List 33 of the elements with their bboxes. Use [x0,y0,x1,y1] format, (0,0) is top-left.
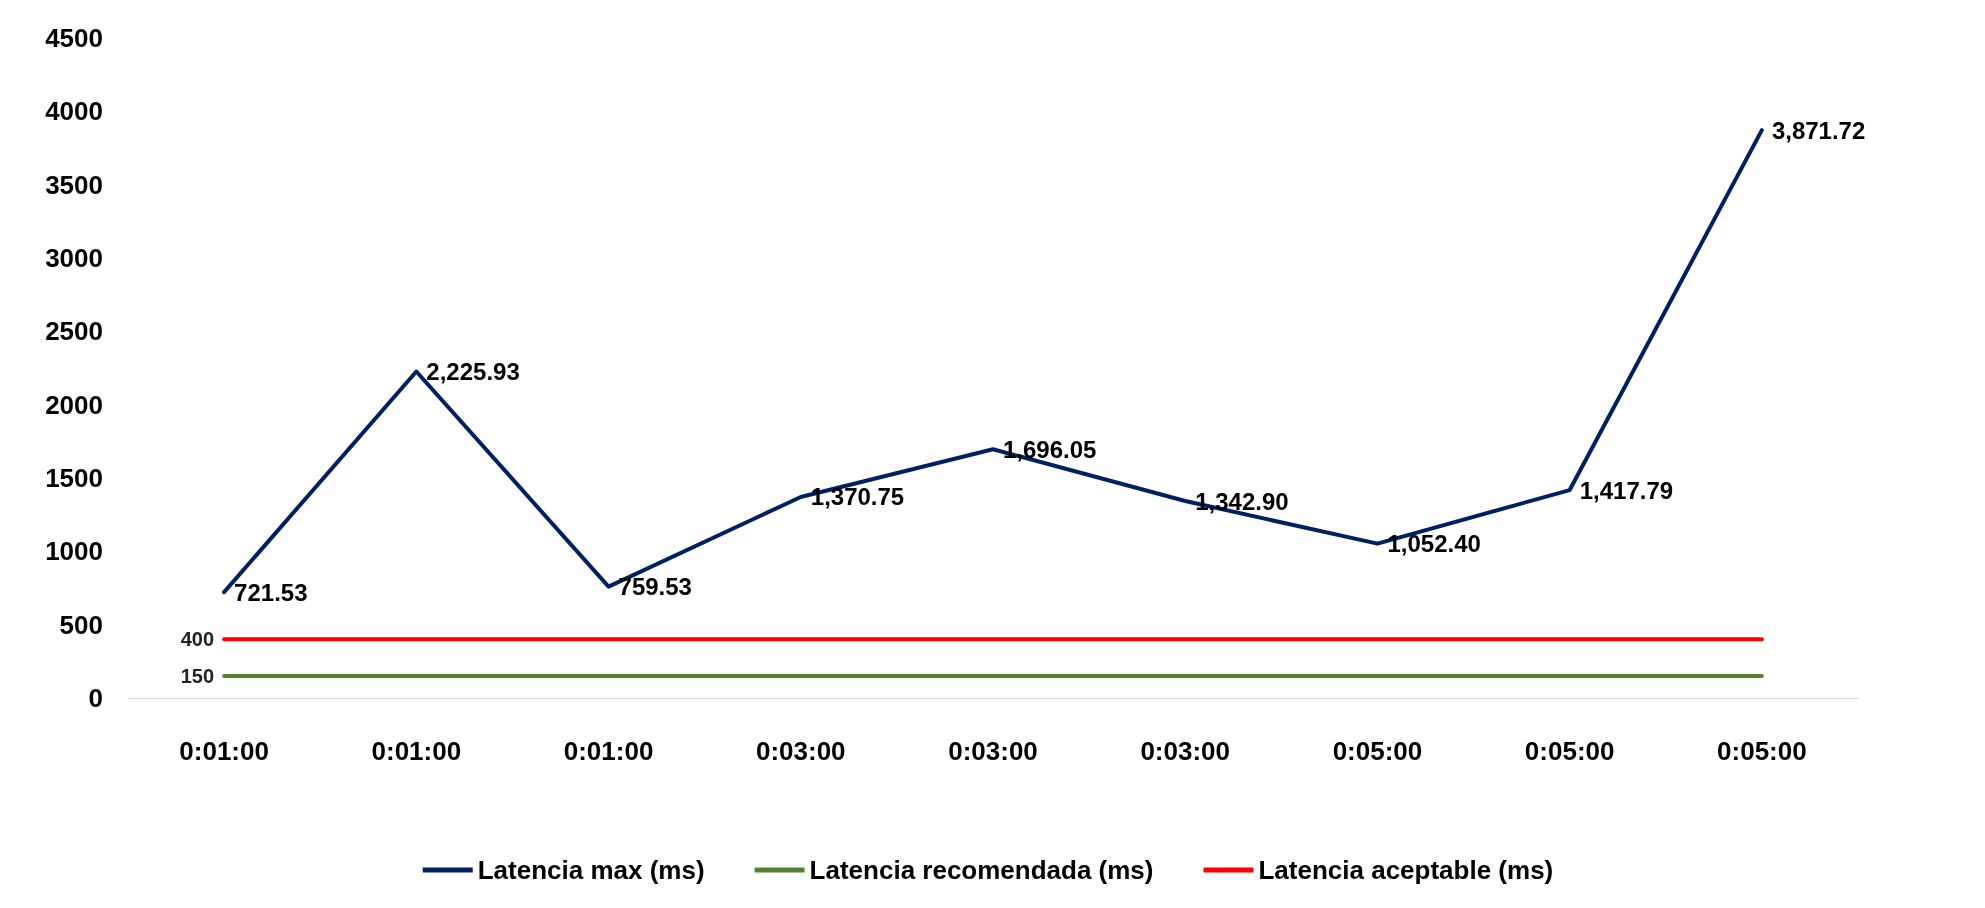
data-label: 1,342.90 [1195,487,1289,515]
y-tick-label: 2000 [45,389,103,420]
x-tick-label: 0:01:00 [371,736,462,766]
y-tick-label: 1000 [45,536,103,567]
x-tick-label: 0:03:00 [948,736,1038,766]
data-label: 1,417.79 [1579,476,1674,504]
data-label: 721.53 [234,578,308,606]
x-tick-label: 0:03:00 [755,736,846,766]
y-tick-label: 0 [88,683,103,713]
data-label: 1,052.40 [1387,530,1481,558]
legend-label: Latencia max (ms) [477,855,705,885]
legend-label: Latencia aceptable (ms) [1258,855,1554,885]
y-tick-label: 4500 [45,23,103,53]
data-label: 150 [180,665,215,687]
legend-label: Latencia recomendada (ms) [809,855,1154,885]
x-tick-label: 0:01:00 [179,736,269,766]
y-tick-label: 500 [59,609,103,640]
x-tick-label: 0:05:00 [1332,736,1423,766]
x-tick-label: 0:05:00 [1717,736,1807,766]
data-label: 759.53 [618,573,692,601]
x-tick-label: 0:01:00 [563,736,654,766]
x-tick-label: 0:05:00 [1524,736,1615,766]
x-tick-label: 0:03:00 [1140,736,1231,766]
y-tick-label: 1500 [45,463,103,493]
y-tick-label: 4000 [45,96,103,127]
data-label: 1,370.75 [810,483,905,511]
y-tick-label: 3500 [45,169,103,200]
data-label: 400 [180,628,215,651]
data-label: 2,225.93 [426,358,520,386]
data-label: 3,871.72 [1771,116,1866,144]
y-tick-label: 2500 [45,316,103,347]
y-tick-label: 3000 [45,243,103,273]
data-label: 1,696.05 [1003,435,1097,463]
